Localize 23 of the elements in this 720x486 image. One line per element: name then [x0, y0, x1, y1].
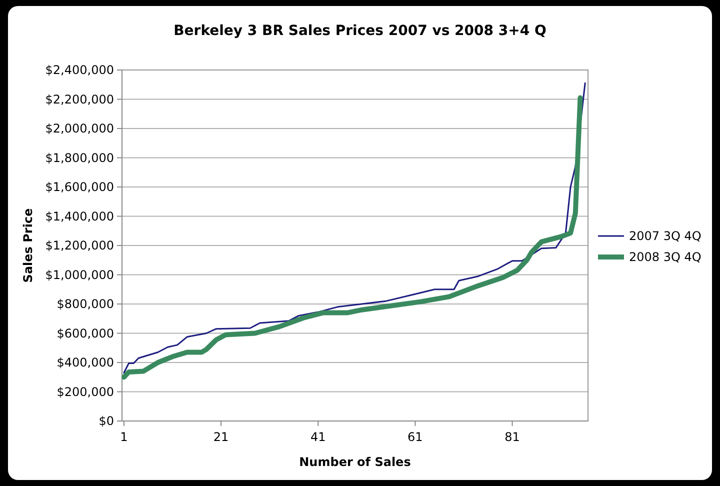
y-tick-label: $0	[98, 414, 114, 428]
chart-title: Berkeley 3 BR Sales Prices 2007 vs 2008 3+4 Q	[174, 23, 546, 39]
y-tick-label: $2,000,000	[45, 122, 114, 136]
y-tick-label: $400,000	[56, 356, 114, 370]
x-axis-title: Number of Sales	[299, 455, 411, 469]
y-axis-title: Sales Price	[21, 208, 35, 283]
x-tick-label: 61	[408, 430, 423, 444]
y-tick-label: $2,400,000	[45, 63, 114, 78]
legend-label: 2008 3Q 4Q	[629, 250, 702, 264]
y-tick-label: $600,000	[56, 326, 114, 340]
y-tick-label: $1,000,000	[45, 268, 114, 282]
y-tick-label: $1,200,000	[45, 238, 114, 253]
legend-label: 2007 3Q 4Q	[629, 229, 702, 244]
y-tick-label: $200,000	[56, 384, 114, 399]
x-tick-label: 41	[310, 430, 326, 444]
x-tick-label: 1	[120, 430, 128, 444]
x-tick-label: 21	[213, 430, 229, 444]
x-tick-label: 81	[504, 430, 520, 444]
y-tick-label: $1,400,000	[45, 209, 114, 224]
y-tick-label: $800,000	[56, 297, 114, 312]
y-tick-label: $1,600,000	[45, 180, 114, 194]
y-tick-label: $1,800,000	[45, 150, 114, 165]
y-tick-label: $2,200,000	[45, 92, 114, 106]
